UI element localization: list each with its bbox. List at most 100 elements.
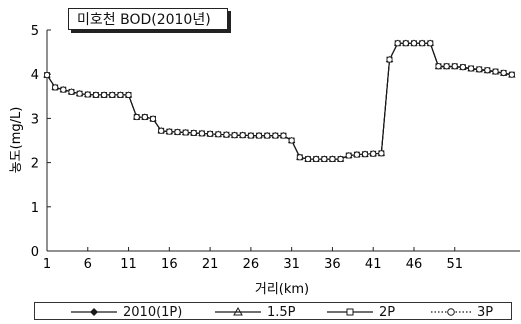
data-point — [288, 137, 295, 144]
data-point — [280, 132, 287, 139]
data-point — [427, 40, 434, 47]
data-point — [492, 68, 499, 75]
series-2010-1p- — [44, 40, 515, 163]
legend-item-2010-1p: 2010(1P) — [71, 303, 182, 321]
data-point — [109, 91, 116, 98]
x-tick-label: 11 — [120, 257, 137, 272]
data-point — [101, 91, 108, 98]
data-point — [239, 132, 246, 139]
data-point — [247, 132, 254, 139]
data-point — [500, 69, 507, 76]
data-point — [52, 84, 59, 91]
data-point — [158, 127, 165, 134]
y-tick-label: 5 — [31, 24, 39, 39]
data-point — [476, 66, 483, 73]
data-point — [190, 129, 197, 136]
data-point — [174, 129, 181, 136]
legend-swatch-diamond — [71, 308, 117, 316]
data-point — [459, 64, 466, 71]
legend-item-3p: 3P — [431, 303, 493, 321]
data-point — [508, 71, 515, 78]
series-line — [46, 42, 512, 160]
series-2p — [44, 40, 515, 163]
legend-label: 2010(1P) — [123, 304, 183, 320]
series-3p — [44, 40, 515, 163]
y-tick-label: 2 — [31, 157, 39, 172]
data-point — [370, 150, 377, 157]
x-axis-label: 거리(km) — [255, 282, 309, 297]
series-layer — [43, 39, 516, 163]
y-tick-label: 1 — [31, 201, 39, 216]
series-line — [46, 42, 512, 160]
data-point — [337, 156, 344, 163]
x-tick-label: 41 — [365, 257, 382, 272]
data-point — [150, 115, 157, 122]
y-tick-label: 4 — [31, 68, 39, 83]
x-tick-label: 26 — [243, 257, 260, 272]
data-point — [435, 63, 442, 70]
x-tick-label: 51 — [446, 257, 463, 272]
data-point — [68, 88, 75, 95]
data-point — [84, 91, 91, 98]
chart-title-box: 미호천 BOD(2010년) — [68, 8, 228, 30]
data-point — [386, 56, 393, 63]
data-point — [117, 91, 124, 98]
data-point — [313, 156, 320, 163]
data-point — [198, 130, 205, 137]
legend: 2010(1P) 1.5P 2P 3P — [34, 302, 512, 320]
data-point — [468, 65, 475, 72]
data-point — [231, 132, 238, 139]
y-tick-label: 3 — [31, 112, 39, 127]
legend-item-1-5p: 1.5P — [215, 303, 296, 321]
data-point — [133, 114, 140, 121]
data-point — [182, 129, 189, 136]
data-point — [304, 156, 311, 163]
axes — [46, 29, 520, 252]
legend-label: 1.5P — [267, 304, 296, 320]
data-point — [60, 86, 67, 93]
data-point — [362, 151, 369, 158]
legend-label: 2P — [379, 304, 396, 320]
data-point — [451, 63, 458, 70]
x-tick-label: 16 — [161, 257, 178, 272]
y-axis-label: 농도(mg/L) — [9, 107, 24, 174]
data-point — [394, 40, 401, 47]
legend-swatch-triangle — [215, 307, 261, 316]
legend-label: 3P — [477, 304, 494, 320]
data-point — [296, 154, 303, 161]
data-point — [92, 91, 99, 98]
data-point — [484, 67, 491, 74]
data-point — [166, 128, 173, 135]
data-point — [378, 150, 385, 157]
data-point — [410, 40, 417, 47]
data-point — [141, 114, 148, 121]
legend-swatch-circle — [431, 308, 471, 316]
data-point — [256, 132, 263, 139]
data-point — [207, 130, 214, 137]
y-tick-label: 0 — [31, 245, 39, 260]
data-point — [321, 156, 328, 163]
x-tick-label: 46 — [406, 257, 423, 272]
data-point — [443, 63, 450, 70]
data-point — [223, 131, 230, 138]
data-point — [215, 131, 222, 138]
legend-swatch-square — [327, 308, 373, 316]
legend-item-2p: 2P — [327, 303, 395, 321]
data-point — [419, 40, 426, 47]
x-tick-label: 31 — [283, 257, 300, 272]
series-1-5p — [43, 39, 516, 162]
data-point — [264, 132, 271, 139]
chart-title: 미호천 BOD(2010년) — [77, 12, 211, 28]
data-point — [125, 91, 132, 98]
data-point — [44, 72, 51, 79]
x-tick-label: 1 — [43, 257, 51, 272]
data-point — [353, 151, 360, 158]
series-line — [46, 42, 512, 160]
x-tick-label: 21 — [202, 257, 219, 272]
data-point — [329, 156, 336, 163]
data-point — [345, 152, 352, 159]
x-tick-label: 6 — [84, 257, 92, 272]
x-tick-label: 36 — [324, 257, 341, 272]
data-point — [76, 90, 83, 97]
